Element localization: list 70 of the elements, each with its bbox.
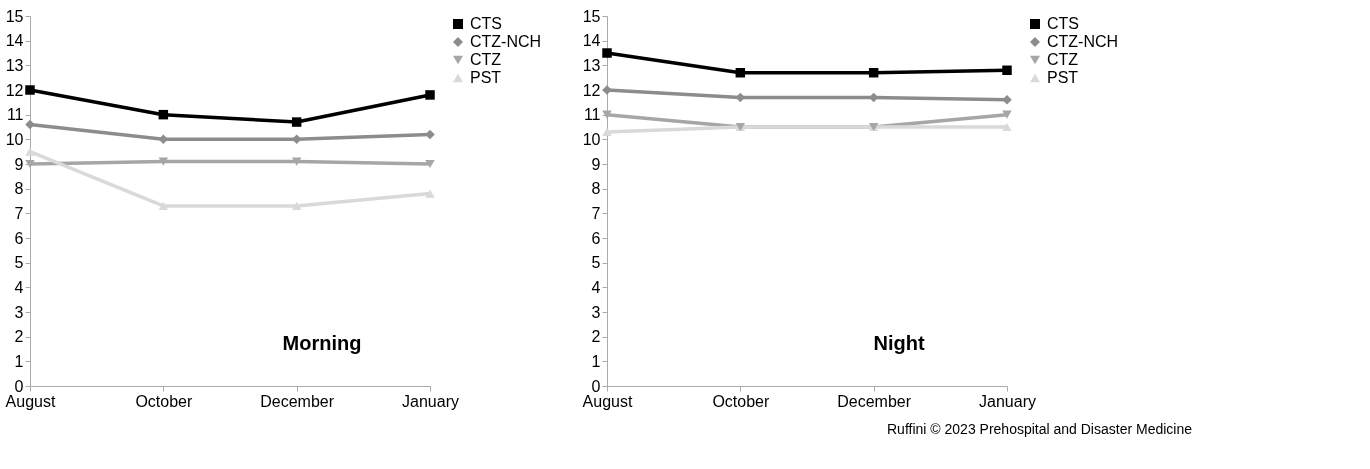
point (868, 67, 879, 78)
y-tick-label: 15 (5, 7, 24, 25)
point (291, 157, 302, 166)
point (291, 201, 302, 211)
point (602, 110, 612, 119)
point (25, 119, 35, 130)
annotation: Night (873, 332, 925, 354)
legend-label: PST (1047, 69, 1079, 86)
y-tick-label: 9 (14, 155, 24, 173)
y-tick-label: 4 (14, 278, 24, 296)
y-tick-label: 3 (14, 303, 24, 321)
point (425, 159, 435, 169)
y-tick-label: 6 (14, 229, 24, 247)
y-tick-label: 14 (582, 32, 601, 50)
x-tick-label: January (979, 392, 1036, 410)
text: Ruffini © 2023 Prehospital and Disaster Medicine (887, 421, 1193, 437)
annotation: Morning (282, 332, 362, 354)
y-tick-label: 5 (591, 254, 601, 272)
y-tick-label: 5 (14, 254, 24, 272)
x-tick-label: December (837, 392, 912, 410)
legend-label: PST (470, 69, 502, 86)
y-tick-label: 10 (582, 130, 601, 148)
point (25, 147, 35, 156)
point (425, 90, 435, 100)
legend-label: CTZ (1047, 51, 1079, 68)
y-tick-label: 7 (591, 204, 601, 222)
legend-label: CTZ (470, 51, 502, 68)
y-tick-label: 10 (5, 130, 24, 148)
legend-label: CTS (1047, 15, 1079, 32)
point (291, 117, 302, 127)
x-tick-label: January (402, 392, 459, 410)
y-tick-label: 2 (14, 328, 24, 346)
y-tick-label: 12 (582, 81, 601, 99)
x-tick-label: October (135, 392, 193, 410)
y-tick-label: 8 (591, 180, 601, 198)
y-tick-label: 13 (5, 56, 24, 74)
y-tick-label: 11 (6, 106, 24, 124)
y-tick-label: 13 (582, 56, 601, 74)
y-tick-label: 6 (591, 229, 601, 247)
y-tick-label: 3 (591, 303, 601, 321)
point (25, 85, 35, 95)
y-tick-label: 2 (591, 328, 601, 346)
y-tick-label: 8 (14, 180, 24, 198)
y-tick-label: 0 (591, 377, 601, 395)
y-tick-label: 9 (591, 155, 601, 173)
y-tick-label: 0 (14, 377, 24, 395)
point (602, 85, 612, 95)
point (602, 48, 612, 58)
y-tick-label: 1 (14, 352, 24, 370)
point (25, 159, 35, 169)
point (735, 67, 746, 78)
x-tick-label: August (5, 392, 56, 410)
point (158, 109, 169, 120)
y-tick-label: 1 (591, 352, 601, 370)
y-tick-label: 14 (5, 32, 24, 50)
x-tick-label: August (582, 392, 633, 410)
point (1002, 65, 1012, 76)
legend-label: CTS (470, 15, 502, 32)
point (425, 189, 435, 198)
legend-label: CTZ-NCH (470, 33, 542, 50)
y-tick-label: 4 (591, 278, 601, 296)
legend-label: CTZ-NCH (1047, 33, 1119, 50)
point (158, 201, 169, 211)
y-tick-label: 11 (583, 106, 601, 124)
y-tick-label: 12 (5, 81, 24, 99)
x-tick-label: October (712, 392, 770, 410)
y-tick-label: 15 (582, 7, 601, 25)
y-tick-label: 7 (14, 204, 24, 222)
point (158, 157, 169, 166)
x-tick-label: December (260, 392, 335, 410)
